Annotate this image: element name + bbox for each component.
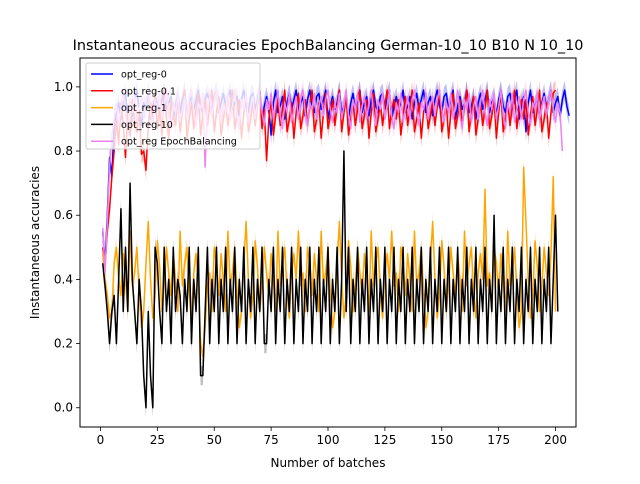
y-tick-label-1: 0.2 bbox=[54, 337, 73, 351]
chart-title: Instantaneous accuracies EpochBalancing … bbox=[73, 38, 584, 54]
legend-items: opt_reg-0 opt_reg-0.1 opt_reg-1 opt_reg-10o… bbox=[91, 70, 237, 148]
y-tick-label-5: 1.0 bbox=[54, 80, 73, 94]
legend-label-3: opt_reg-10 bbox=[121, 120, 173, 131]
x-tick-label-1: 25 bbox=[150, 433, 165, 447]
x-tick-label-5: 125 bbox=[373, 433, 396, 447]
legend: opt_reg-0 opt_reg-0.1 opt_reg-1 opt_reg-10o… bbox=[85, 62, 261, 150]
y-tick-label-4: 0.8 bbox=[54, 144, 73, 158]
x-axis: 0 25 50 75 100 125 150 175 200 bbox=[97, 427, 567, 447]
legend-box bbox=[85, 62, 261, 150]
y-tick-label-0: 0.0 bbox=[54, 401, 73, 415]
line-series-3 bbox=[102, 150, 559, 409]
legend-label-1: opt_reg-0.1 bbox=[121, 86, 176, 97]
x-tick-label-3: 75 bbox=[263, 433, 278, 447]
x-tick-label-8: 200 bbox=[544, 433, 567, 447]
x-tick-label-2: 50 bbox=[207, 433, 222, 447]
x-tick-label-4: 100 bbox=[317, 433, 340, 447]
y-tick-label-2: 0.4 bbox=[54, 272, 73, 286]
x-tick-label-7: 175 bbox=[487, 433, 510, 447]
y-axis: 0.0 0.2 0.4 0.6 0.8 1.0 bbox=[54, 80, 80, 415]
legend-label-4: opt_reg EpochBalancing bbox=[121, 137, 237, 148]
y-tick-label-3: 0.6 bbox=[54, 208, 73, 222]
x-axis-label: Number of batches bbox=[271, 456, 386, 470]
legend-label-0: opt_reg-0 bbox=[121, 70, 167, 81]
x-tick-label-0: 0 bbox=[97, 433, 105, 447]
y-axis-label: Instantaneous accuracies bbox=[28, 166, 42, 319]
legend-label-2: opt_reg-1 bbox=[121, 103, 167, 114]
x-tick-label-6: 150 bbox=[430, 433, 453, 447]
